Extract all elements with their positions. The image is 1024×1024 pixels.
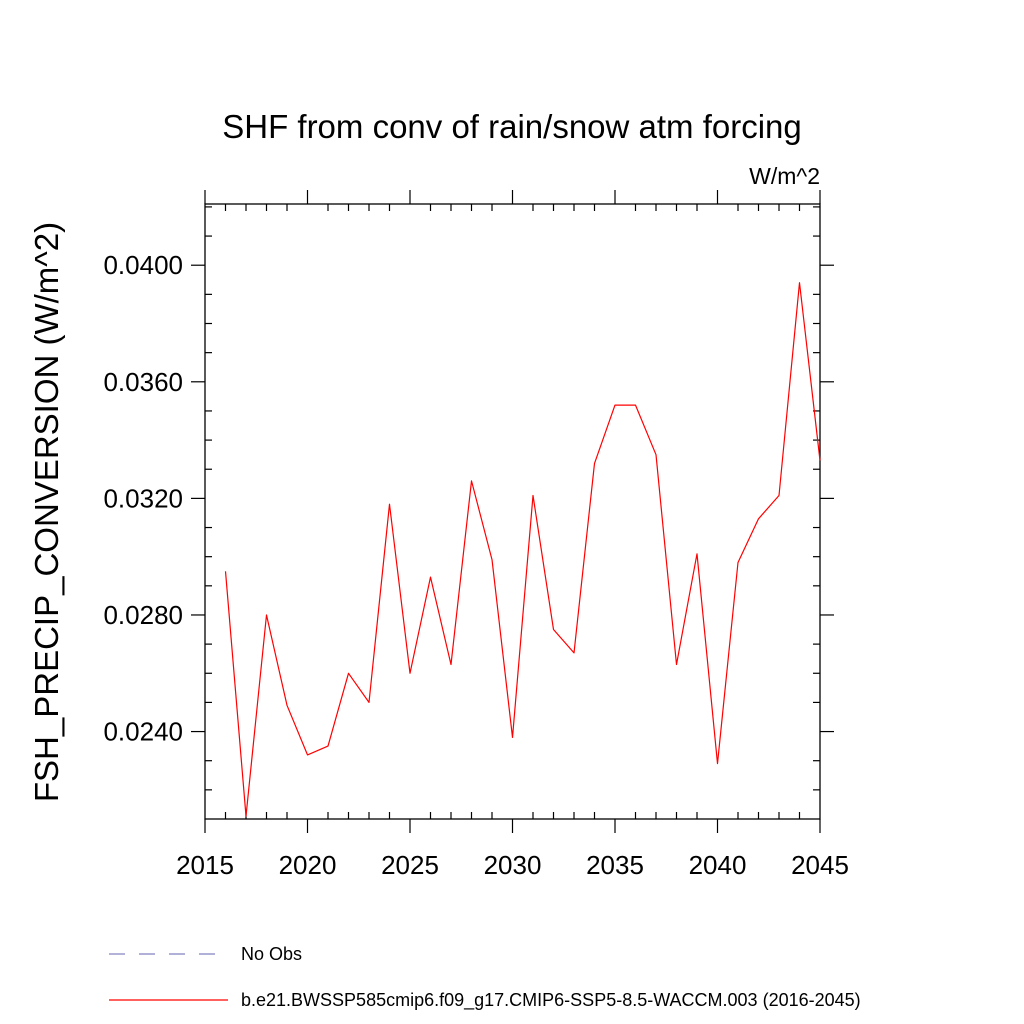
y-tick-label: 0.0400 bbox=[103, 250, 183, 280]
x-tick-label: 2030 bbox=[484, 850, 542, 880]
plot-frame bbox=[204, 203, 821, 820]
x-tick-label: 2025 bbox=[381, 850, 439, 880]
y-tick-label: 0.0360 bbox=[103, 367, 183, 397]
y-tick-label: 0.0320 bbox=[103, 483, 183, 513]
axis-ticks bbox=[191, 190, 834, 833]
y-tick-label: 0.0240 bbox=[103, 717, 183, 747]
x-tick-label: 2015 bbox=[176, 850, 234, 880]
legend-label: b.e21.BWSSP585cmip6.f09_g17.CMIP6-SSP5-8… bbox=[241, 990, 861, 1011]
x-tick-label: 2045 bbox=[791, 850, 849, 880]
chart-title: SHF from conv of rain/snow atm forcing bbox=[222, 108, 802, 145]
series-line bbox=[224, 282, 821, 817]
x-tick-label: 2040 bbox=[689, 850, 747, 880]
y-tick-label: 0.0280 bbox=[103, 600, 183, 630]
tick-labels: 2015 2020 2025 2030 2035 2040 2045 0.0240 0.0280… bbox=[103, 250, 848, 880]
y-axis-title: FSH_PRECIP_CONVERSION (W/m^2) bbox=[28, 222, 65, 802]
units-label: W/m^2 bbox=[749, 163, 820, 189]
x-tick-label: 2020 bbox=[279, 850, 337, 880]
legend: No Obs b.e21.BWSSP585cmip6.f09_g17.CMIP6-… bbox=[109, 944, 861, 1011]
x-tick-label: 2035 bbox=[586, 850, 644, 880]
legend-label: No Obs bbox=[241, 944, 302, 964]
series-group bbox=[224, 282, 821, 817]
